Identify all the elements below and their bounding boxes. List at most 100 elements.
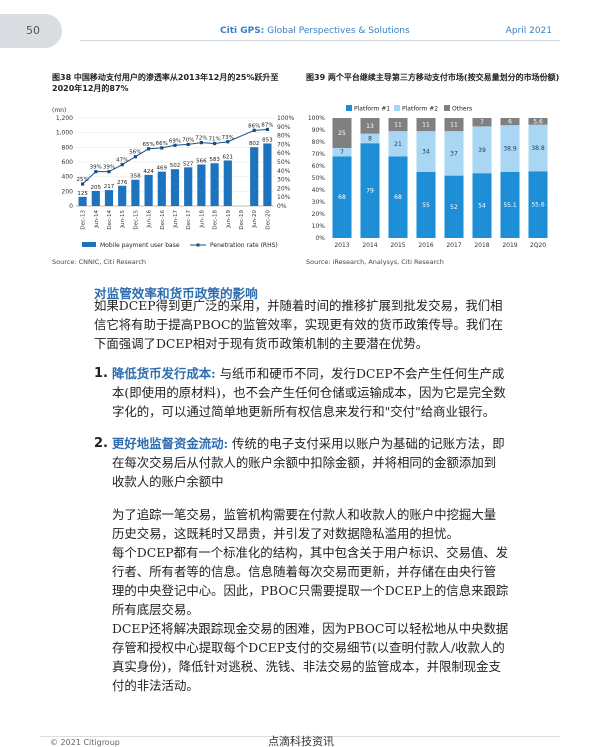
y2-tick-label: 70% bbox=[277, 141, 291, 148]
stack-segment bbox=[444, 175, 464, 238]
figure-38-title: 图38 中国移动支付用户的渗透率从2013年12月的25%跃升至2020年12月… bbox=[52, 73, 279, 93]
header-divider bbox=[80, 40, 560, 41]
bar-value-label: 502 bbox=[170, 163, 181, 169]
list-item-2-line: 在每次交易后从付款人的账户余额中扣除金额，并将相同的金额添加到 bbox=[112, 455, 497, 470]
legend-label: Others bbox=[452, 106, 472, 113]
y-tick-label: 600 bbox=[62, 159, 74, 166]
detail-line: 理的中央登记中心。因此，PBOC只需要提取一个DCEP上的信息来跟踪 bbox=[112, 583, 509, 598]
legend-swatch bbox=[394, 105, 400, 111]
stack-segment bbox=[472, 126, 492, 174]
intro-line: 下面强调了DCEP相对于现有货币政策机制的主要潜在优势。 bbox=[94, 336, 429, 351]
line-value-label: 69% bbox=[169, 138, 181, 144]
line-point bbox=[81, 182, 85, 186]
intro-line: 如果DCEP得到更广泛的采用，并随着时间的推移扩展到批发交易，我们相 bbox=[94, 298, 503, 313]
y2-tick-label: 30% bbox=[277, 177, 291, 184]
bar-value-label: 621 bbox=[223, 154, 234, 160]
report-title: Citi GPS: Global Perspectives & Solution… bbox=[220, 26, 410, 36]
segment-value-label: 38.9 bbox=[503, 146, 517, 153]
report-subtitle: Global Perspectives & Solutions bbox=[267, 26, 410, 36]
segment-value-label: 11 bbox=[450, 122, 458, 129]
list-item-1: 降低货币发行成本: 与纸币和硬币不同，发行DCEP不会产生任何生产成 本(即使用… bbox=[112, 364, 567, 421]
list-item-1-line: 字化的，可以通过简单地更新所有权信息来发行和"交付"给商业银行。 bbox=[112, 404, 496, 419]
legend-swatch-bar bbox=[82, 242, 96, 247]
detail-line: 行者、所有者等的信息。信息随着每次交易而更新，并存储在由央行管 bbox=[112, 564, 497, 579]
stack-segment bbox=[472, 173, 492, 238]
segment-value-label: 21 bbox=[394, 141, 402, 148]
report-date: April 2021 bbox=[505, 26, 552, 36]
line-value-label: 73% bbox=[222, 135, 234, 141]
segment-value-label: 55 bbox=[422, 202, 430, 209]
line-value-label: 87% bbox=[261, 122, 273, 128]
y2-tick-label: 60% bbox=[277, 150, 291, 157]
figure-38: 图38 中国移动支付用户的渗透率从2013年12月的25%跃升至2020年12月… bbox=[52, 72, 300, 272]
y-tick-label: 70% bbox=[312, 151, 326, 158]
figure-38-source: Source: CNNIC, Citi Research bbox=[52, 258, 147, 266]
stack-segment bbox=[332, 118, 352, 148]
detail-line: 历史交易，这既耗时又昂贵，并引发了对数据隐私滥用的担忧。 bbox=[112, 526, 459, 541]
list-number-2: 2. bbox=[94, 436, 108, 451]
segment-value-label: 54 bbox=[478, 203, 486, 210]
list-item-2-term: 更好地监督资金流动: bbox=[112, 436, 229, 451]
stack-segment bbox=[388, 156, 408, 238]
x-tick-label: 2015 bbox=[390, 242, 405, 249]
y2-tick-label: 80% bbox=[277, 133, 291, 140]
segment-value-label: 55.6 bbox=[531, 202, 545, 209]
y-tick-label: 90% bbox=[312, 127, 326, 134]
detail-line: 每个DCEP都有一个标准化的结构，其中包含关于用户标识、交易值、发 bbox=[112, 545, 509, 560]
segment-value-label: 52 bbox=[450, 204, 458, 211]
x-tick-label: Jun-18 bbox=[199, 210, 205, 229]
bar bbox=[91, 190, 100, 206]
x-tick-label: 2Q20 bbox=[530, 242, 546, 249]
x-tick-label: Jun-15 bbox=[120, 210, 126, 229]
page-header: 50 Citi GPS: Global Perspectives & Solut… bbox=[0, 0, 600, 56]
stack-segment bbox=[416, 172, 436, 238]
y-tick-label: 1,200 bbox=[56, 115, 73, 122]
figure-39-chart: Platform #1 Platform #2 Others 0% 10% 20% 30% 4… bbox=[308, 105, 548, 249]
legend-swatch bbox=[444, 105, 450, 111]
line-value-label: 39% bbox=[90, 165, 102, 171]
stack-segment bbox=[388, 131, 408, 157]
stack-segment bbox=[528, 124, 548, 172]
x-tick-label: Dec-20 bbox=[265, 210, 271, 230]
segment-value-label: 11 bbox=[394, 122, 402, 129]
stack-segment bbox=[360, 143, 380, 238]
section-heading: 对监管效率和货币政策的影响 bbox=[94, 286, 258, 301]
bar-value-label: 566 bbox=[196, 158, 207, 164]
list-item-2-line: 收款人的账户余额中 bbox=[112, 474, 224, 489]
stack-segment bbox=[416, 118, 436, 132]
x-tick-label: 2014 bbox=[362, 242, 377, 249]
x-tick-label: Jun-20 bbox=[252, 210, 258, 229]
y-tick-label: 800 bbox=[62, 144, 74, 151]
list-item-1-line: 与纸币和硬币不同，发行DCEP不会产生任何生产成 bbox=[215, 366, 505, 381]
y-tick-label: 10% bbox=[312, 223, 326, 230]
segment-value-label: 7 bbox=[340, 149, 344, 156]
figure-38-chart: (mn) 0 200 400 600 800 1,000 1,200 0% 10% 20%30% 40… bbox=[52, 107, 294, 249]
bar bbox=[104, 190, 114, 206]
x-tick-label: 2016 bbox=[418, 242, 433, 249]
bar bbox=[118, 185, 127, 206]
x-tick-label: Dec-13 bbox=[81, 210, 87, 230]
bar bbox=[144, 174, 153, 206]
segment-value-label: 8 bbox=[368, 135, 372, 142]
bar-value-label: 853 bbox=[262, 137, 273, 143]
intro-line: 信它将有助于提高PBOC的监管效率，实现更有效的货币政策传导。我们在 bbox=[94, 317, 504, 332]
segment-value-label: 39 bbox=[478, 147, 486, 154]
penetration-rate-line bbox=[82, 128, 268, 185]
list-item-1-term: 降低货币发行成本: bbox=[112, 366, 216, 381]
y2-tick-label: 90% bbox=[277, 124, 291, 131]
y-tick-label: 60% bbox=[312, 163, 326, 170]
bar-value-label: 583 bbox=[209, 157, 220, 163]
list-item-2: 更好地监督资金流动: 传统的电子支付采用以账户为基础的记账方法，即 在每次交易后… bbox=[112, 434, 567, 491]
bar-value-label: 469 bbox=[157, 166, 168, 172]
segment-value-label: 79 bbox=[366, 188, 374, 195]
y2-tick-label: 40% bbox=[277, 168, 291, 175]
line-value-label: 66% bbox=[156, 141, 168, 147]
segment-value-label: 68 bbox=[394, 194, 402, 201]
line-value-label: 70% bbox=[182, 137, 194, 143]
segment-value-label: 55.1 bbox=[503, 202, 517, 209]
segment-value-label: 68 bbox=[338, 194, 346, 201]
y-tick-label: 50% bbox=[312, 175, 326, 182]
list-item-1-line: 本(即使用的原材料)，也不会产生任何仓储或运输成本，因为它是完全数 bbox=[112, 385, 506, 400]
bar bbox=[131, 179, 140, 206]
x-tick-label: Jun-19 bbox=[226, 210, 232, 229]
